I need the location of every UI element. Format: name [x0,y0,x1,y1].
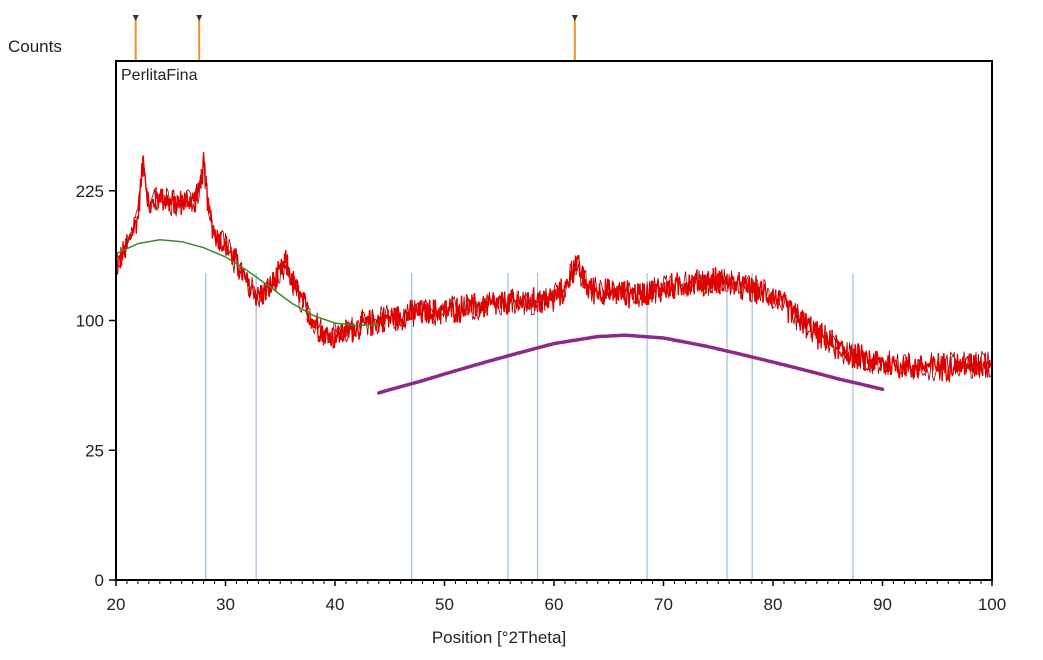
top-marker [571,15,578,61]
measured-pattern-trace [115,156,993,383]
y-tick-label: 100 [76,312,104,331]
series-layer [115,152,993,395]
y-tick-label: 0 [95,571,104,590]
y-axis-title: Counts [8,37,62,56]
x-tick-label: 40 [326,595,345,614]
plot-frame [115,60,993,581]
x-tick-label: 60 [545,595,564,614]
top-marker [132,15,139,61]
top-marker-arrow [571,15,578,21]
top-marker-arrow [132,15,139,21]
y-tick-label: 25 [85,441,104,460]
top-markers [132,15,578,61]
reference-lines [205,272,854,580]
amorphous-hump-curve [377,333,885,395]
top-marker [196,15,203,61]
x-tick-label: 20 [107,595,126,614]
x-tick-label: 70 [654,595,673,614]
background-curve [115,238,379,327]
y-axis: 0 25 100 225 [76,182,116,590]
x-tick-label: 80 [764,595,783,614]
x-tick-label: 100 [978,595,1006,614]
x-tick-label: 90 [873,595,892,614]
sample-label: PerlitaFina [121,67,198,84]
measured-pattern [115,152,993,384]
top-marker-arrow [196,15,203,21]
x-tick-label: 50 [435,595,454,614]
x-axis-title: Position [°2Theta] [432,628,566,647]
y-tick-label: 225 [76,182,104,201]
x-tick-label: 30 [216,595,235,614]
x-axis: 20 30 40 50 60 70 80 90 100 [107,580,1006,614]
